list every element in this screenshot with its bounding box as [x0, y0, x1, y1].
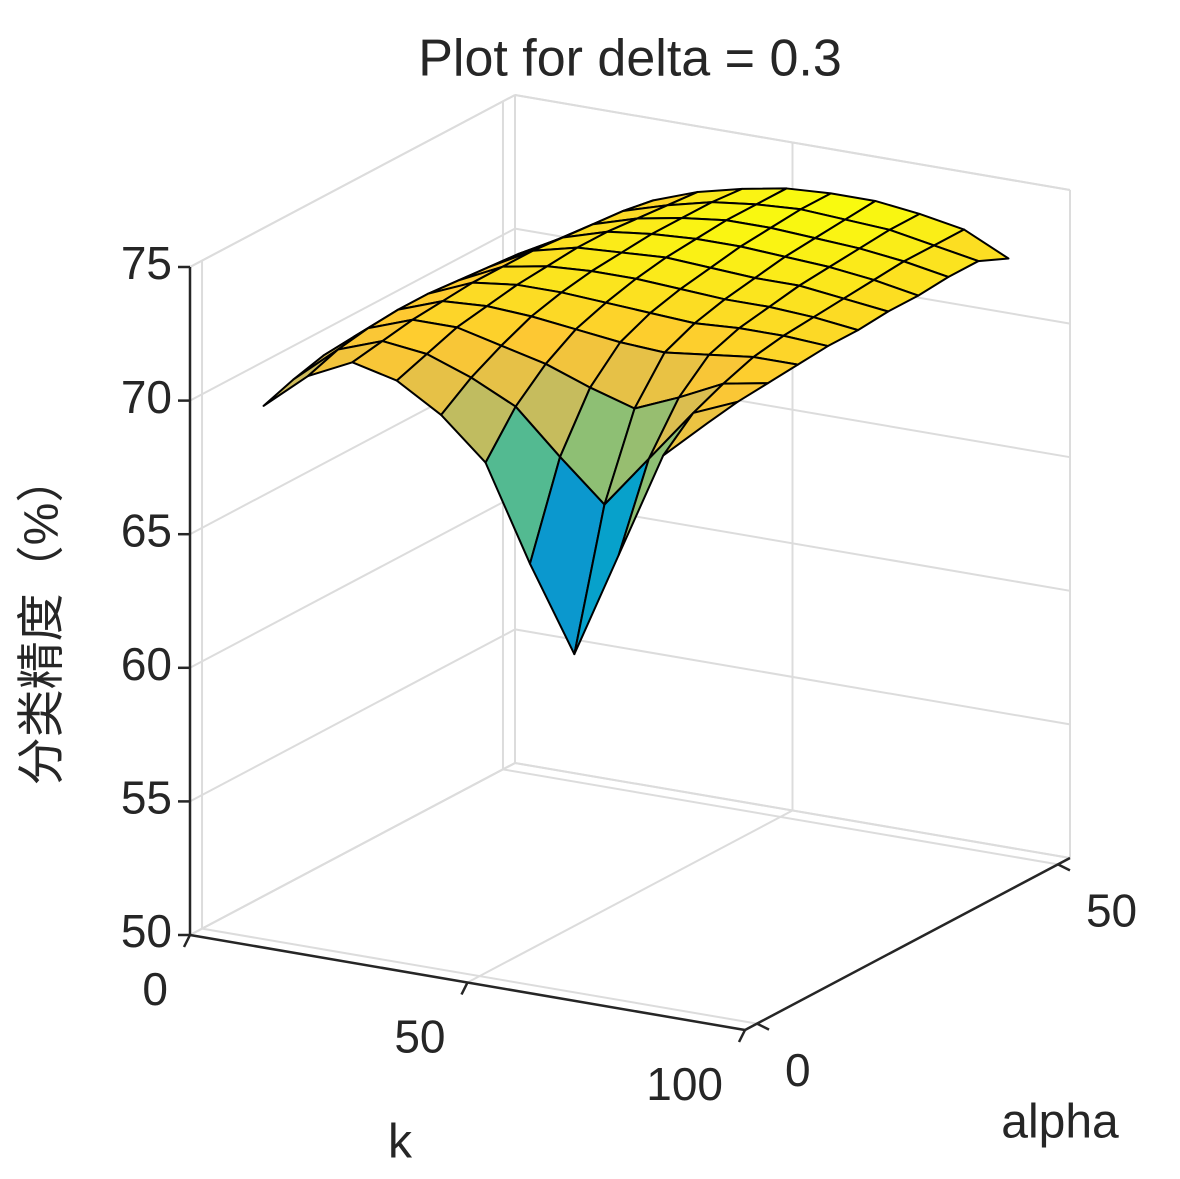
z-axis-label: 分类精度（%） [16, 455, 69, 786]
x-axis-label: k [388, 1116, 413, 1169]
grid-line [189, 227, 516, 402]
z-tick-label: 55 [121, 772, 172, 824]
z-tick-label: 65 [121, 504, 172, 556]
grid-line [502, 768, 1059, 866]
grid-line [189, 628, 516, 803]
grid-line [189, 94, 516, 268]
chart-title: Plot for delta = 0.3 [418, 30, 842, 88]
x-tick-label: 100 [646, 1058, 723, 1110]
y-tick-label: 0 [785, 1044, 811, 1096]
surface-face [262, 348, 340, 407]
tick-mark [460, 981, 469, 996]
y-axis-label: alpha [1001, 1096, 1119, 1149]
z-tick-label: 75 [121, 237, 172, 289]
x-tick-label: 50 [394, 1011, 445, 1063]
tick-mark [1057, 863, 1071, 872]
z-tick-label: 60 [121, 638, 172, 690]
grid-line [189, 762, 516, 936]
grid-line [201, 927, 758, 1025]
grid-line [467, 809, 793, 984]
z-tick-label: 70 [121, 371, 172, 423]
x-tick-label: 0 [142, 963, 168, 1015]
tick-mark [182, 934, 192, 948]
tick-mark [756, 1022, 770, 1031]
surface-face [662, 400, 739, 457]
tick-mark [737, 1029, 747, 1043]
y-tick-label: 50 [1086, 885, 1137, 937]
grid-line [189, 494, 516, 669]
z-tick-label: 50 [121, 905, 172, 957]
y-axis [744, 856, 1071, 1032]
